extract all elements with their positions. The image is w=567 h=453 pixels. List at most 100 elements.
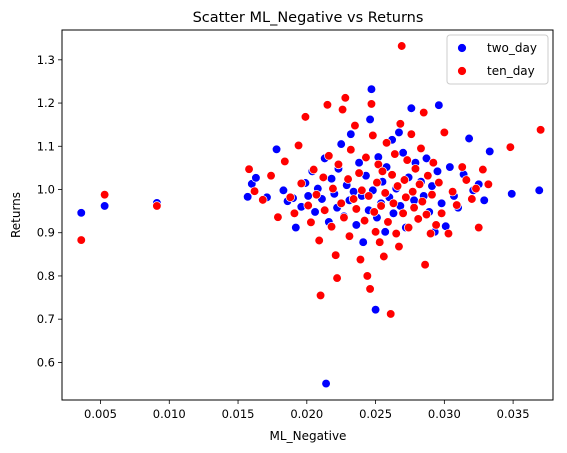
data-point bbox=[464, 133, 474, 144]
legend-label-two-day: two_day bbox=[487, 41, 537, 55]
data-point bbox=[406, 103, 416, 113]
data-point bbox=[445, 162, 455, 172]
data-point bbox=[366, 99, 377, 109]
data-point bbox=[420, 260, 430, 270]
data-point bbox=[351, 220, 361, 230]
x-axis: 0.005 0.010 0.015 0.020 0.025 0.030 0.035 bbox=[84, 400, 530, 421]
data-point bbox=[336, 198, 346, 208]
x-tick-label: 0.030 bbox=[428, 407, 461, 421]
data-point bbox=[370, 227, 381, 237]
data-point bbox=[346, 145, 356, 155]
data-point bbox=[406, 129, 416, 139]
data-point bbox=[403, 222, 414, 233]
data-point bbox=[309, 164, 319, 175]
x-tick-label: 0.010 bbox=[153, 407, 186, 421]
data-point bbox=[354, 168, 364, 178]
y-tick-label: 0.9 bbox=[37, 226, 55, 240]
data-point bbox=[436, 208, 447, 218]
data-point bbox=[386, 309, 396, 319]
data-point bbox=[471, 183, 481, 194]
data-point bbox=[479, 195, 489, 205]
data-point bbox=[388, 208, 399, 218]
data-point bbox=[333, 159, 344, 170]
x-tick-label: 0.020 bbox=[290, 407, 323, 421]
data-point bbox=[365, 114, 375, 125]
data-point bbox=[358, 237, 368, 247]
data-point bbox=[397, 41, 407, 51]
data-point bbox=[336, 139, 346, 149]
data-point bbox=[390, 149, 400, 159]
data-point bbox=[457, 162, 467, 172]
data-point bbox=[357, 185, 367, 196]
x-tick-label: 0.025 bbox=[359, 407, 392, 421]
y-tick-label: 0.7 bbox=[37, 312, 55, 326]
data-point bbox=[421, 209, 432, 220]
data-point bbox=[355, 254, 366, 265]
data-point bbox=[434, 100, 444, 110]
data-point bbox=[339, 212, 349, 223]
data-point bbox=[485, 146, 495, 157]
data-point bbox=[251, 173, 261, 183]
data-point bbox=[99, 190, 110, 200]
data-point bbox=[436, 198, 447, 208]
data-point bbox=[443, 228, 454, 239]
y-tick-label: 1.1 bbox=[37, 139, 55, 153]
data-point bbox=[408, 187, 418, 197]
data-point bbox=[432, 166, 443, 176]
data-point bbox=[391, 228, 401, 239]
data-point bbox=[244, 164, 254, 174]
data-point bbox=[296, 178, 306, 189]
data-point bbox=[359, 215, 370, 226]
data-point bbox=[354, 158, 364, 168]
data-point bbox=[351, 204, 361, 214]
data-point bbox=[344, 231, 355, 241]
data-point bbox=[401, 192, 411, 202]
data-point bbox=[370, 305, 381, 315]
data-point bbox=[368, 130, 378, 141]
data-point bbox=[419, 107, 429, 118]
data-point bbox=[303, 191, 313, 201]
data-point bbox=[413, 214, 423, 224]
data-point bbox=[346, 129, 356, 139]
data-point bbox=[258, 195, 268, 205]
data-point bbox=[381, 138, 392, 148]
data-point bbox=[322, 100, 333, 110]
data-point bbox=[280, 156, 290, 167]
data-point bbox=[373, 159, 383, 170]
data-point bbox=[375, 237, 385, 247]
data-point bbox=[423, 171, 433, 181]
data-point bbox=[428, 158, 438, 168]
points-layer bbox=[76, 41, 546, 389]
series-two-day bbox=[76, 84, 544, 389]
data-point bbox=[369, 207, 379, 217]
data-point bbox=[535, 125, 546, 135]
data-point bbox=[416, 143, 426, 154]
data-point bbox=[372, 177, 382, 188]
data-point bbox=[392, 181, 403, 191]
data-point bbox=[271, 144, 282, 154]
data-point bbox=[395, 119, 405, 129]
data-point bbox=[152, 201, 162, 211]
legend-label-ten-day: ten_day bbox=[487, 64, 535, 78]
data-point bbox=[365, 284, 375, 294]
data-point bbox=[377, 166, 388, 176]
y-tick-label: 1.0 bbox=[37, 182, 55, 196]
data-point bbox=[326, 174, 337, 184]
y-tick-label: 1.3 bbox=[37, 53, 55, 67]
data-point bbox=[379, 251, 389, 262]
data-point bbox=[285, 192, 295, 202]
data-point bbox=[291, 222, 301, 233]
data-point bbox=[326, 222, 337, 232]
data-point bbox=[434, 177, 444, 188]
data-point bbox=[364, 191, 374, 201]
data-point bbox=[266, 171, 276, 181]
data-point bbox=[507, 189, 517, 199]
data-point bbox=[414, 179, 425, 189]
x-tick-label: 0.015 bbox=[222, 407, 255, 421]
data-point bbox=[461, 175, 472, 185]
data-point bbox=[483, 179, 494, 189]
data-point bbox=[337, 104, 348, 115]
data-point bbox=[76, 208, 86, 218]
data-point bbox=[421, 153, 432, 164]
